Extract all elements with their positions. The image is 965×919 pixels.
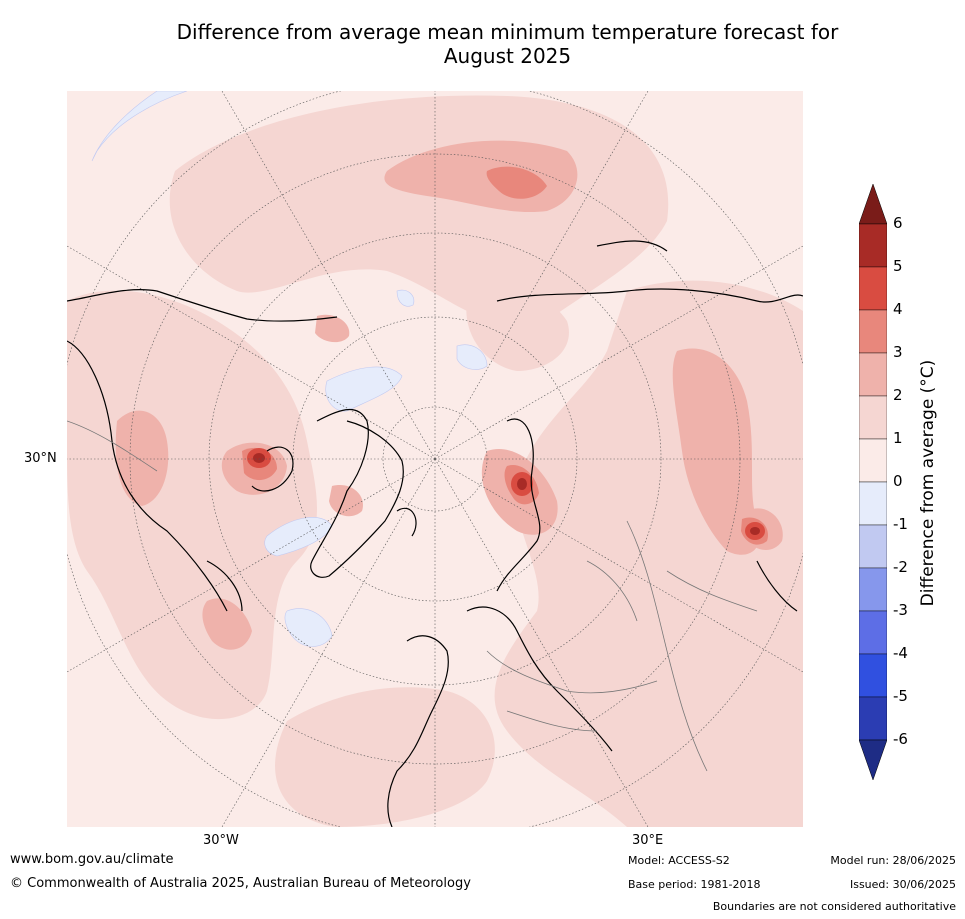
footer-website: www.bom.gov.au/climate (10, 852, 174, 867)
lon-label-30e: 30°E (632, 833, 664, 848)
coastlines (67, 240, 803, 827)
graticule (67, 91, 803, 827)
colorbar-band (859, 395, 887, 440)
footer-model: Model: ACCESS-S2 (628, 854, 730, 867)
colorbar-tick-label: 6 (893, 214, 903, 232)
colorbar-tick-label: -4 (893, 644, 908, 662)
colorbar-band (859, 610, 887, 655)
colorbar-over-arrow (859, 184, 887, 225)
footer-model-run: Model run: 28/06/2025 (830, 854, 956, 867)
colorbar-band (859, 438, 887, 483)
lon-label-30w: 30°W (203, 833, 239, 848)
colorbar (859, 184, 887, 781)
colorbar-band (859, 266, 887, 311)
colorbar-band (859, 352, 887, 397)
anomaly-1-2-regions (67, 95, 803, 827)
polar-map (67, 91, 803, 827)
colorbar-tick-label: -1 (893, 515, 908, 533)
colorbar-tick-label: 1 (893, 429, 903, 447)
footer-disclaimer: Boundaries are not considered authoritat… (712, 900, 956, 913)
colorbar-bands (859, 223, 887, 741)
colorbar-tick-label: -2 (893, 558, 908, 576)
colorbar-tick-label: 0 (893, 472, 903, 490)
footer-issued: Issued: 30/06/2025 (849, 878, 956, 891)
colorbar-tick-label: 4 (893, 300, 903, 318)
colorbar-tick-label: -5 (893, 687, 908, 705)
country-borders (67, 420, 758, 772)
colorbar-tick-label: 2 (893, 386, 903, 404)
map-title: Difference from average mean minimum tem… (60, 20, 955, 68)
colorbar-tick-label: 5 (893, 257, 903, 275)
title-line-2: August 2025 (443, 44, 572, 68)
colorbar-band (859, 481, 887, 526)
lat-label-30n: 30°N (24, 451, 57, 466)
anomaly-negative-regions (91, 91, 488, 647)
colorbar-band (859, 567, 887, 612)
colorbar-tick-label: -3 (893, 601, 908, 619)
colorbar-band (859, 223, 887, 268)
footer-base-period: Base period: 1981-2018 (628, 878, 761, 891)
footer-copyright: © Commonwealth of Australia 2025, Austra… (10, 876, 471, 891)
colorbar-tick-label: -6 (893, 730, 908, 748)
colorbar-band (859, 524, 887, 569)
colorbar-band (859, 309, 887, 354)
anomaly-hotspots (247, 448, 765, 540)
colorbar-title-text: Difference from average (°C) (918, 359, 938, 607)
title-line-1: Difference from average mean minimum tem… (176, 20, 839, 44)
colorbar-band (859, 653, 887, 698)
map-svg (67, 91, 803, 827)
colorbar-under-arrow (859, 739, 887, 781)
colorbar-band (859, 696, 887, 741)
colorbar-tick-label: 3 (893, 343, 903, 361)
